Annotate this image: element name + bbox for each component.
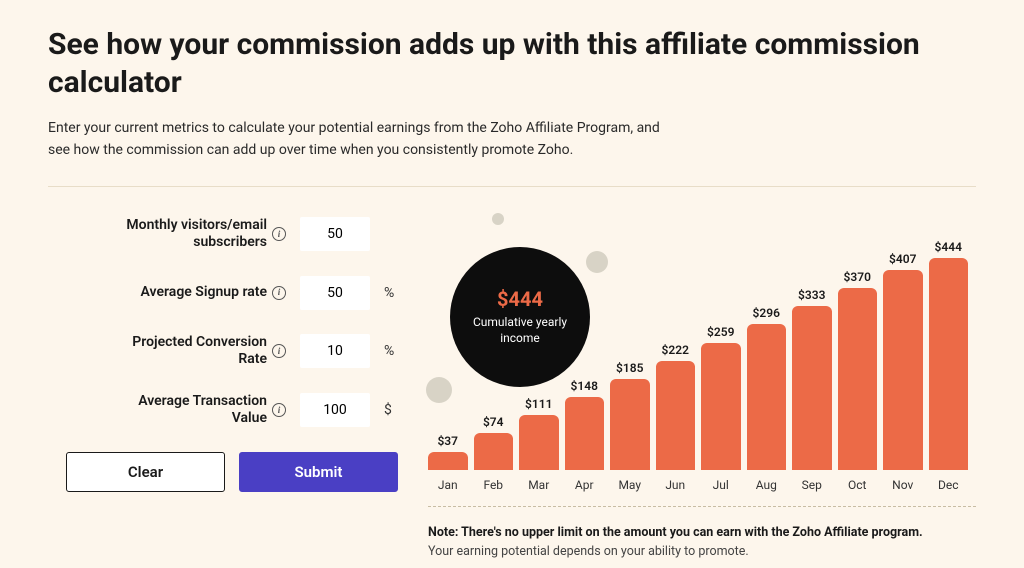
- bar-value-label: $222: [662, 343, 689, 357]
- conversion-label: Projected Conversion Rate: [101, 334, 267, 369]
- transaction-input[interactable]: [300, 393, 370, 427]
- signup-label: Average Signup rate: [141, 284, 267, 302]
- bar-value-label: $407: [889, 252, 916, 266]
- bar-group: $407: [883, 240, 923, 470]
- submit-button[interactable]: Submit: [239, 452, 398, 492]
- transaction-unit: $: [384, 402, 398, 418]
- bar: [565, 397, 605, 470]
- bar: [519, 415, 559, 470]
- info-icon[interactable]: i: [272, 403, 286, 417]
- bar: [929, 258, 969, 470]
- decorative-dot: [492, 213, 504, 225]
- bar-value-label: $37: [437, 434, 458, 448]
- bar-group: $222: [656, 240, 696, 470]
- note-bold: Note: There's no upper limit on the amou…: [428, 525, 923, 540]
- x-axis-label: Jun: [656, 478, 696, 492]
- page-intro: Enter your current metrics to calculate …: [48, 117, 668, 162]
- form-panel: Monthly visitors/email subscribers i Ave…: [48, 217, 398, 559]
- signup-unit: %: [384, 285, 398, 301]
- bar-group: $370: [838, 240, 878, 470]
- x-axis-label: Jan: [428, 478, 468, 492]
- bar-group: $444: [929, 240, 969, 470]
- x-axis-label: Nov: [883, 478, 923, 492]
- info-icon[interactable]: i: [272, 227, 286, 241]
- bar-group: $296: [747, 240, 787, 470]
- field-visitors: Monthly visitors/email subscribers i: [48, 217, 398, 252]
- note-sub: Your earning potential depends on your a…: [428, 544, 976, 559]
- info-icon[interactable]: i: [272, 286, 286, 300]
- bar: [792, 306, 832, 470]
- field-conversion: Projected Conversion Rate i %: [48, 334, 398, 369]
- page-heading: See how your commission adds up with thi…: [48, 26, 976, 101]
- bar-value-label: $185: [616, 361, 643, 375]
- note-block: Note: There's no upper limit on the amou…: [428, 521, 976, 559]
- x-axis-label: Apr: [565, 478, 605, 492]
- x-axis-label: Oct: [838, 478, 878, 492]
- bar-value-label: $259: [707, 325, 734, 339]
- clear-button[interactable]: Clear: [66, 452, 225, 492]
- section-divider: [48, 186, 976, 187]
- bar-chart-xaxis: Jan Feb Mar Apr May Jun Jul Aug Sep Oct Nov Dec: [428, 478, 968, 492]
- bar: [747, 324, 787, 469]
- bar: [474, 433, 514, 469]
- bar-value-label: $333: [798, 288, 825, 302]
- x-axis-label: Feb: [474, 478, 514, 492]
- bar-group: $333: [792, 240, 832, 470]
- bar: [883, 270, 923, 470]
- bar: [838, 288, 878, 470]
- bar-value-label: $444: [935, 240, 962, 254]
- signup-input[interactable]: [300, 276, 370, 310]
- decorative-dot: [426, 377, 452, 403]
- transaction-label: Average Transaction Value: [101, 393, 267, 428]
- visitors-input[interactable]: [300, 217, 370, 251]
- x-axis-label: Mar: [519, 478, 559, 492]
- bar-value-label: $370: [844, 270, 871, 284]
- field-transaction: Average Transaction Value i $: [48, 393, 398, 428]
- bar-group: $259: [701, 240, 741, 470]
- info-icon[interactable]: i: [272, 344, 286, 358]
- bar-value-label: $111: [525, 397, 552, 411]
- x-axis-label: Sep: [792, 478, 832, 492]
- summary-circle: $444 Cumulative yearly income: [450, 247, 590, 387]
- chart-divider: [428, 506, 976, 507]
- decorative-dot: [586, 251, 608, 273]
- bar-value-label: $74: [483, 415, 504, 429]
- field-signup: Average Signup rate i %: [48, 276, 398, 310]
- summary-amount: $444: [497, 287, 543, 311]
- bar: [428, 452, 468, 470]
- visitors-label: Monthly visitors/email subscribers: [101, 217, 267, 252]
- bar-group: $185: [610, 240, 650, 470]
- bar-value-label: $296: [753, 306, 780, 320]
- x-axis-label: May: [610, 478, 650, 492]
- summary-subtext: Cumulative yearly income: [450, 315, 590, 346]
- conversion-unit: %: [384, 343, 398, 359]
- chart-panel: $444 Cumulative yearly income $37 $74 $111…: [428, 217, 976, 559]
- x-axis-label: Dec: [929, 478, 969, 492]
- x-axis-label: Jul: [701, 478, 741, 492]
- conversion-input[interactable]: [300, 334, 370, 368]
- x-axis-label: Aug: [747, 478, 787, 492]
- bar: [610, 379, 650, 470]
- bar: [656, 361, 696, 470]
- bar: [701, 343, 741, 470]
- bar-value-label: $148: [571, 379, 598, 393]
